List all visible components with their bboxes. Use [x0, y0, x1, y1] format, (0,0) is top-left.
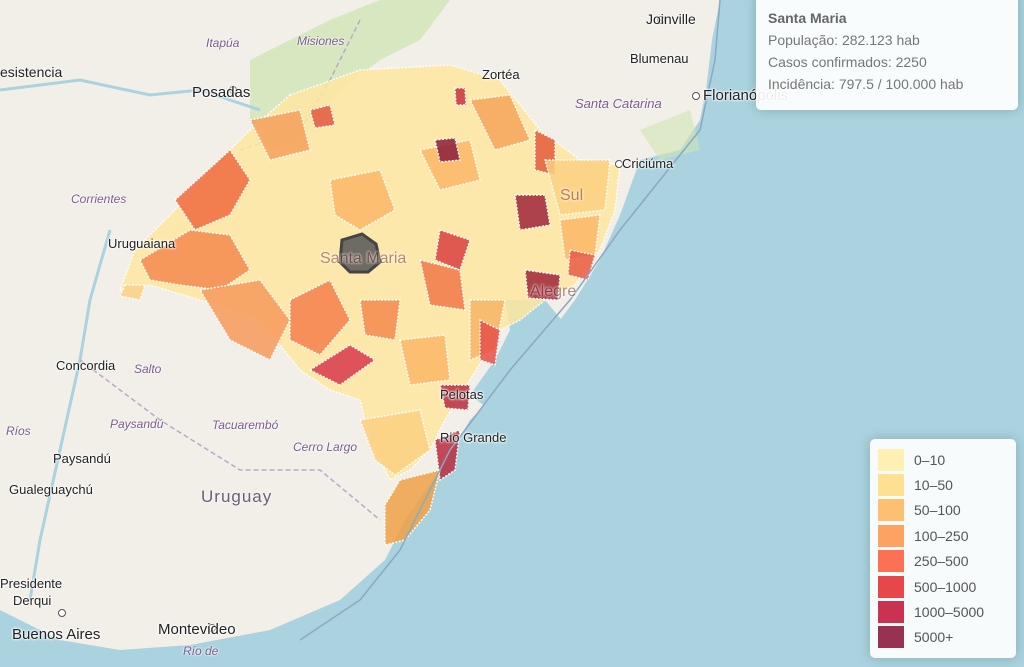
label-blumenau: Blumenau	[630, 51, 689, 66]
legend-swatch	[878, 524, 904, 547]
label-cerro-largo: Cerro Largo	[293, 440, 358, 454]
municipality[interactable]	[248, 109, 311, 161]
municipality[interactable]	[384, 469, 441, 546]
municipality[interactable]	[479, 318, 501, 366]
label-montevideo: Montevideo	[158, 621, 236, 638]
info-incidence: Incidência: 797.5 / 100.000 hab	[768, 76, 964, 92]
municipality[interactable]	[419, 259, 466, 311]
legend-swatch	[878, 550, 904, 573]
label-buenos-aires: Buenos Aires	[12, 626, 101, 643]
label-paysandu-dept: Paysandú	[110, 417, 164, 431]
label-corrientes: Corrientes	[71, 192, 127, 206]
label-resistencia: esistencia	[0, 64, 63, 80]
selected-municipality-santa-maria[interactable]	[338, 232, 382, 274]
label-zortea: Zortéa	[482, 67, 520, 82]
city-marker	[208, 624, 216, 632]
label-rio-grande: Rio Grande	[440, 430, 507, 445]
label-santa-catarina: Santa Catarina	[575, 96, 662, 111]
label-criciuma: Criciúma	[622, 156, 674, 171]
legend-label: 10–50	[914, 477, 953, 494]
municipality[interactable]	[289, 279, 351, 356]
municipality[interactable]	[524, 269, 561, 301]
label-posadas: Posadas	[192, 84, 251, 101]
legend-item: 500–1000	[878, 574, 1008, 599]
municipality[interactable]	[174, 148, 251, 231]
label-presidente: Presidente	[0, 576, 63, 591]
legend-swatch	[878, 448, 904, 471]
legend-item: 5000+	[878, 625, 1008, 650]
legend-label: 250–500	[914, 553, 969, 570]
legend-item: 50–100	[878, 498, 1008, 523]
municipality[interactable]	[308, 344, 377, 386]
municipality[interactable]	[118, 284, 146, 301]
label-paysandu: Paysandú	[53, 451, 111, 466]
municipality[interactable]	[198, 279, 291, 361]
forest-patch	[640, 110, 700, 160]
municipality[interactable]	[418, 139, 481, 191]
municipality[interactable]	[329, 169, 396, 231]
info-cases: Casos confirmados: 2250	[768, 54, 927, 70]
legend-label: 100–250	[914, 527, 969, 544]
river	[0, 78, 261, 601]
label-sul: Sul	[560, 187, 584, 204]
legend-item: 0–10	[878, 447, 1008, 472]
legend-swatch	[878, 601, 904, 624]
info-population: População: 282.123 hab	[768, 32, 920, 48]
municipality[interactable]	[434, 137, 461, 163]
label-uruguay: Uruguay	[201, 487, 273, 506]
info-panel: Santa Maria População: 282.123 hab Casos…	[756, 0, 1018, 110]
legend-swatch	[878, 499, 904, 522]
municipality[interactable]	[454, 87, 467, 106]
label-rio-de: Río de	[183, 644, 219, 658]
label-salto: Salto	[134, 362, 162, 376]
label-concordia: Concordia	[56, 358, 116, 373]
legend-swatch	[878, 474, 904, 497]
legend-swatch	[878, 626, 904, 649]
legend-item: 10–50	[878, 472, 1008, 497]
municipality[interactable]	[359, 409, 431, 476]
label-joinville: Joinville	[646, 11, 696, 27]
legend: 0–10 10–50 50–100 100–250 250–500 500–10…	[870, 439, 1016, 658]
info-title: Santa Maria	[768, 10, 847, 26]
label-tacuarembo: Tacuarembó	[212, 418, 279, 432]
municipality[interactable]	[439, 384, 471, 411]
label-rios: Ríos	[6, 424, 31, 438]
label-alegre: Alegre	[530, 283, 577, 300]
municipality[interactable]	[468, 94, 531, 151]
legend-label: 50–100	[914, 502, 961, 519]
legend-item: 100–250	[878, 523, 1008, 548]
state-choropleth[interactable]	[118, 64, 621, 546]
legend-item: 1000–5000	[878, 599, 1008, 624]
maritime-boundary	[299, 0, 721, 641]
municipality[interactable]	[139, 229, 251, 291]
municipality[interactable]	[544, 159, 611, 216]
city-marker	[615, 160, 623, 168]
legend-swatch	[878, 575, 904, 598]
legend-label: 1000–5000	[914, 604, 985, 621]
legend-label: 500–1000	[914, 578, 977, 595]
city-marker	[692, 92, 700, 100]
municipality[interactable]	[399, 334, 451, 386]
city-marker	[229, 86, 237, 94]
label-santa-maria: Santa Maria	[320, 250, 407, 267]
legend-label: 0–10	[914, 451, 946, 468]
label-uruguaiana: Uruguaiana	[108, 236, 176, 251]
legend-item: 250–500	[878, 549, 1008, 574]
municipality[interactable]	[359, 299, 401, 341]
municipality[interactable]	[309, 104, 336, 129]
label-derqui: Derqui	[13, 593, 52, 608]
label-itapua: Itapúa	[206, 36, 240, 50]
municipality[interactable]	[514, 194, 551, 231]
municipality[interactable]	[567, 249, 596, 281]
legend-label: 5000+	[914, 629, 954, 646]
city-marker	[657, 16, 665, 24]
label-gualeguaychu: Gualeguaychú	[9, 482, 93, 497]
city-marker	[58, 609, 66, 617]
label-pelotas: Pelotas	[440, 387, 484, 402]
label-misiones: Misiones	[297, 34, 345, 48]
lagoon	[470, 300, 570, 410]
